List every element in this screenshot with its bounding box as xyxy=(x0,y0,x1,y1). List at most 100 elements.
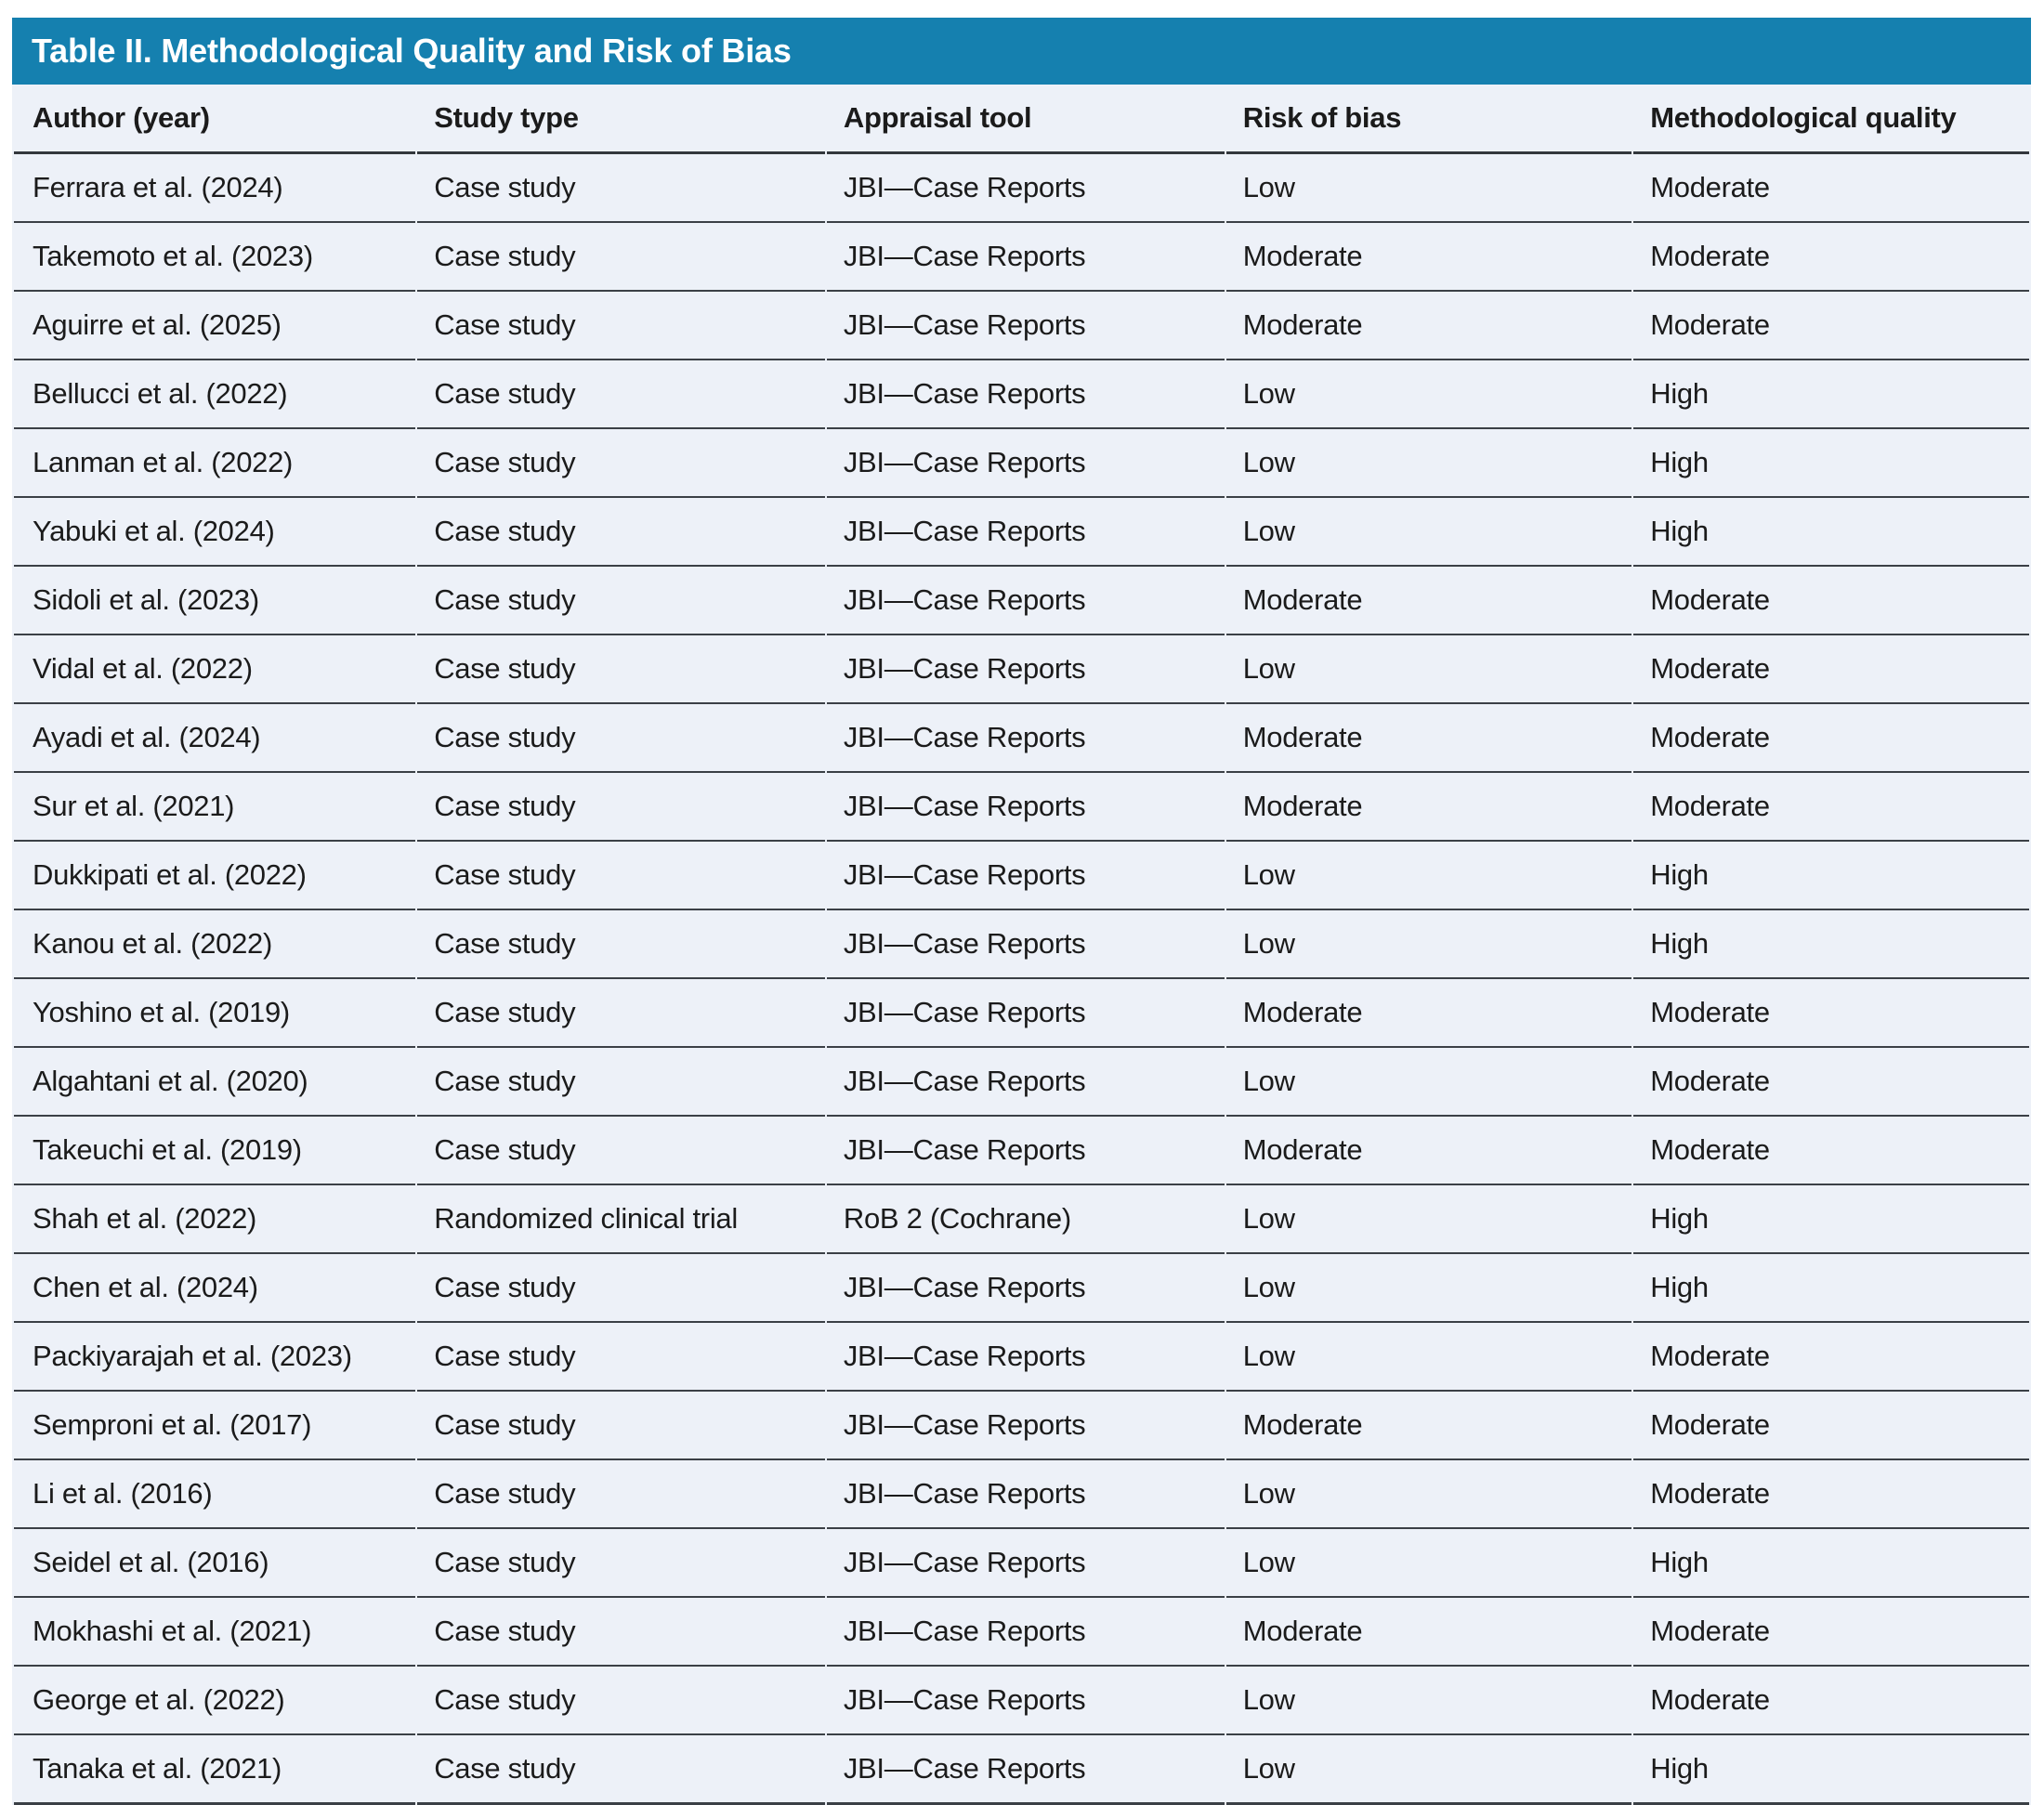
cell-author-year: Packiyarajah et al. (2023) xyxy=(14,1323,416,1392)
column-header-appraisal-tool: Appraisal tool xyxy=(826,85,1225,154)
cell-study-type: Case study xyxy=(417,223,825,292)
cell-methodological-quality: Moderate xyxy=(1633,223,2029,292)
table-row: Lanman et al. (2022) Case study JBI—Case R… xyxy=(14,429,2029,498)
cell-appraisal-tool: JBI—Case Reports xyxy=(826,498,1225,567)
cell-author-year: Yabuki et al. (2024) xyxy=(14,498,416,567)
table-header-row: Author (year) Study type Appraisal tool … xyxy=(14,85,2029,154)
cell-study-type: Case study xyxy=(417,292,825,360)
cell-methodological-quality: Moderate xyxy=(1633,1048,2029,1117)
cell-methodological-quality: High xyxy=(1633,498,2029,567)
cell-study-type: Case study xyxy=(417,498,825,567)
column-header-author-year: Author (year) xyxy=(14,85,416,154)
cell-author-year: Tanaka et al. (2021) xyxy=(14,1735,416,1805)
cell-study-type: Case study xyxy=(417,567,825,635)
cell-methodological-quality: High xyxy=(1633,1185,2029,1254)
table-row: Yabuki et al. (2024) Case study JBI—Case R… xyxy=(14,498,2029,567)
cell-appraisal-tool: JBI—Case Reports xyxy=(826,1392,1225,1460)
cell-appraisal-tool: JBI—Case Reports xyxy=(826,292,1225,360)
cell-author-year: Lanman et al. (2022) xyxy=(14,429,416,498)
cell-author-year: Sidoli et al. (2023) xyxy=(14,567,416,635)
cell-study-type: Case study xyxy=(417,1323,825,1392)
cell-methodological-quality: Moderate xyxy=(1633,1117,2029,1185)
table-body: Ferrara et al. (2024) Case study JBI—Case … xyxy=(14,154,2029,1805)
cell-risk-of-bias: Low xyxy=(1225,635,1632,704)
cell-author-year: Sur et al. (2021) xyxy=(14,773,416,842)
cell-methodological-quality: High xyxy=(1633,429,2029,498)
cell-appraisal-tool: JBI—Case Reports xyxy=(826,1254,1225,1323)
cell-appraisal-tool: JBI—Case Reports xyxy=(826,704,1225,773)
cell-risk-of-bias: Low xyxy=(1225,1185,1632,1254)
cell-study-type: Case study xyxy=(417,1392,825,1460)
cell-risk-of-bias: Low xyxy=(1225,1667,1632,1735)
cell-author-year: Bellucci et al. (2022) xyxy=(14,360,416,429)
cell-study-type: Case study xyxy=(417,704,825,773)
column-header-risk-of-bias: Risk of bias xyxy=(1225,85,1632,154)
cell-appraisal-tool: JBI—Case Reports xyxy=(826,1117,1225,1185)
cell-methodological-quality: Moderate xyxy=(1633,1392,2029,1460)
cell-methodological-quality: High xyxy=(1633,360,2029,429)
cell-methodological-quality: Moderate xyxy=(1633,292,2029,360)
cell-study-type: Case study xyxy=(417,1529,825,1598)
table-row: Chen et al. (2024) Case study JBI—Case Rep… xyxy=(14,1254,2029,1323)
cell-author-year: Ayadi et al. (2024) xyxy=(14,704,416,773)
cell-risk-of-bias: Low xyxy=(1225,1529,1632,1598)
cell-methodological-quality: Moderate xyxy=(1633,773,2029,842)
cell-author-year: Chen et al. (2024) xyxy=(14,1254,416,1323)
cell-appraisal-tool: JBI—Case Reports xyxy=(826,1735,1225,1805)
cell-author-year: Aguirre et al. (2025) xyxy=(14,292,416,360)
cell-study-type: Randomized clinical trial xyxy=(417,1185,825,1254)
cell-author-year: Dukkipati et al. (2022) xyxy=(14,842,416,910)
cell-author-year: Kanou et al. (2022) xyxy=(14,910,416,979)
cell-appraisal-tool: JBI—Case Reports xyxy=(826,223,1225,292)
cell-appraisal-tool: JBI—Case Reports xyxy=(826,1048,1225,1117)
cell-risk-of-bias: Low xyxy=(1225,1735,1632,1805)
cell-appraisal-tool: JBI—Case Reports xyxy=(826,1323,1225,1392)
table-title-bar: Table II. Methodological Quality and Ris… xyxy=(12,18,2031,85)
cell-risk-of-bias: Moderate xyxy=(1225,223,1632,292)
cell-risk-of-bias: Low xyxy=(1225,154,1632,223)
table-row: Aguirre et al. (2025) Case study JBI—Case … xyxy=(14,292,2029,360)
cell-study-type: Case study xyxy=(417,1254,825,1323)
cell-study-type: Case study xyxy=(417,1667,825,1735)
table-row: Shah et al. (2022) Randomized clinical tr… xyxy=(14,1185,2029,1254)
cell-methodological-quality: Moderate xyxy=(1633,1323,2029,1392)
cell-appraisal-tool: JBI—Case Reports xyxy=(826,773,1225,842)
cell-study-type: Case study xyxy=(417,842,825,910)
table-title: Table II. Methodological Quality and Ris… xyxy=(32,32,792,70)
cell-appraisal-tool: JBI—Case Reports xyxy=(826,429,1225,498)
cell-appraisal-tool: JBI—Case Reports xyxy=(826,154,1225,223)
cell-risk-of-bias: Moderate xyxy=(1225,292,1632,360)
table-row: Bellucci et al. (2022) Case study JBI—Case… xyxy=(14,360,2029,429)
cell-methodological-quality: High xyxy=(1633,1254,2029,1323)
cell-author-year: Shah et al. (2022) xyxy=(14,1185,416,1254)
cell-author-year: Takeuchi et al. (2019) xyxy=(14,1117,416,1185)
table-row: Li et al. (2016) Case study JBI—Case Repor… xyxy=(14,1460,2029,1529)
cell-study-type: Case study xyxy=(417,154,825,223)
cell-author-year: Li et al. (2016) xyxy=(14,1460,416,1529)
cell-risk-of-bias: Low xyxy=(1225,360,1632,429)
cell-appraisal-tool: RoB 2 (Cochrane) xyxy=(826,1185,1225,1254)
cell-risk-of-bias: Moderate xyxy=(1225,979,1632,1048)
cell-risk-of-bias: Low xyxy=(1225,1323,1632,1392)
cell-methodological-quality: High xyxy=(1633,910,2029,979)
cell-study-type: Case study xyxy=(417,1460,825,1529)
cell-author-year: Vidal et al. (2022) xyxy=(14,635,416,704)
cell-methodological-quality: Moderate xyxy=(1633,567,2029,635)
cell-appraisal-tool: JBI—Case Reports xyxy=(826,842,1225,910)
cell-study-type: Case study xyxy=(417,635,825,704)
table-row: Dukkipati et al. (2022) Case study JBI—Cas… xyxy=(14,842,2029,910)
table-row: Vidal et al. (2022) Case study JBI—Case Re… xyxy=(14,635,2029,704)
table-row: Seidel et al. (2016) Case study JBI—Case R… xyxy=(14,1529,2029,1598)
cell-risk-of-bias: Moderate xyxy=(1225,1117,1632,1185)
cell-author-year: Ferrara et al. (2024) xyxy=(14,154,416,223)
cell-methodological-quality: Moderate xyxy=(1633,635,2029,704)
cell-risk-of-bias: Low xyxy=(1225,1460,1632,1529)
cell-methodological-quality: High xyxy=(1633,1735,2029,1805)
cell-author-year: Seidel et al. (2016) xyxy=(14,1529,416,1598)
table-row: Yoshino et al. (2019) Case study JBI—Case … xyxy=(14,979,2029,1048)
cell-author-year: Algahtani et al. (2020) xyxy=(14,1048,416,1117)
cell-author-year: Takemoto et al. (2023) xyxy=(14,223,416,292)
cell-study-type: Case study xyxy=(417,910,825,979)
cell-risk-of-bias: Low xyxy=(1225,429,1632,498)
